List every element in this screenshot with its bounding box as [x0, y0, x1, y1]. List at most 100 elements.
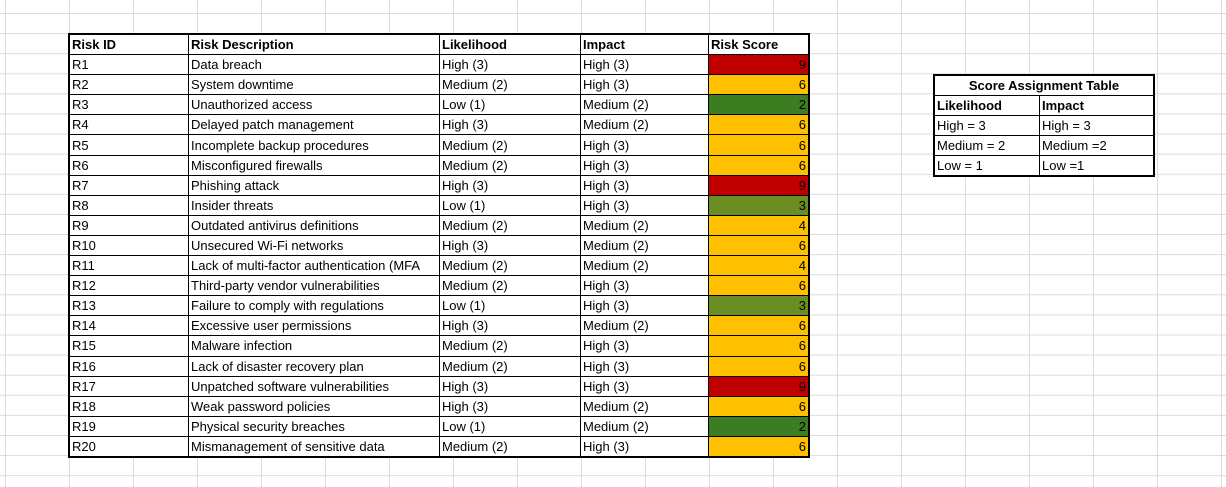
- risk-score-cell[interactable]: 9: [708, 54, 810, 76]
- score-header-impact[interactable]: Impact: [1039, 95, 1155, 117]
- likelihood-cell[interactable]: High (3): [439, 375, 581, 397]
- risk-id-cell[interactable]: R4: [68, 114, 189, 136]
- header-likelihood[interactable]: Likelihood: [439, 33, 581, 56]
- risk-id-cell[interactable]: R14: [68, 315, 189, 337]
- score-header-likelihood[interactable]: Likelihood: [933, 95, 1040, 117]
- impact-cell[interactable]: Medium (2): [580, 234, 709, 257]
- likelihood-cell[interactable]: Medium (2): [439, 335, 581, 357]
- risk-id-cell[interactable]: R8: [68, 194, 189, 216]
- risk-score-cell[interactable]: 4: [708, 255, 810, 277]
- impact-cell[interactable]: High (3): [580, 355, 709, 377]
- score-impact-cell[interactable]: Medium =2: [1039, 135, 1155, 157]
- risk-description-cell[interactable]: Unsecured Wi-Fi networks: [188, 234, 440, 257]
- risk-id-cell[interactable]: R19: [68, 415, 189, 437]
- risk-description-cell[interactable]: Delayed patch management: [188, 114, 440, 136]
- impact-cell[interactable]: Medium (2): [580, 415, 709, 437]
- likelihood-cell[interactable]: High (3): [439, 395, 581, 417]
- likelihood-cell[interactable]: Low (1): [439, 94, 581, 116]
- score-impact-cell[interactable]: Low =1: [1039, 155, 1155, 177]
- impact-cell[interactable]: High (3): [580, 194, 709, 216]
- risk-id-cell[interactable]: R11: [68, 255, 189, 277]
- header-risk-score[interactable]: Risk Score: [708, 33, 810, 56]
- risk-description-cell[interactable]: System downtime: [188, 74, 440, 96]
- risk-description-cell[interactable]: Phishing attack: [188, 174, 440, 196]
- impact-cell[interactable]: High (3): [580, 295, 709, 317]
- risk-score-cell[interactable]: 6: [708, 234, 810, 257]
- risk-description-cell[interactable]: Mismanagement of sensitive data: [188, 435, 440, 458]
- impact-cell[interactable]: High (3): [580, 275, 709, 297]
- likelihood-cell[interactable]: High (3): [439, 315, 581, 337]
- header-risk-id[interactable]: Risk ID: [68, 33, 189, 56]
- likelihood-cell[interactable]: Medium (2): [439, 74, 581, 96]
- risk-description-cell[interactable]: Lack of multi-factor authentication (MFA: [188, 255, 440, 277]
- risk-score-cell[interactable]: 9: [708, 375, 810, 397]
- impact-cell[interactable]: Medium (2): [580, 315, 709, 337]
- risk-score-cell[interactable]: 9: [708, 174, 810, 196]
- likelihood-cell[interactable]: Medium (2): [439, 255, 581, 277]
- risk-description-cell[interactable]: Failure to comply with regulations: [188, 295, 440, 317]
- risk-score-cell[interactable]: 6: [708, 315, 810, 337]
- risk-id-cell[interactable]: R7: [68, 174, 189, 196]
- impact-cell[interactable]: Medium (2): [580, 214, 709, 236]
- impact-cell[interactable]: Medium (2): [580, 114, 709, 136]
- risk-id-cell[interactable]: R18: [68, 395, 189, 417]
- risk-id-cell[interactable]: R12: [68, 275, 189, 297]
- impact-cell[interactable]: Medium (2): [580, 94, 709, 116]
- risk-score-cell[interactable]: 2: [708, 94, 810, 116]
- risk-description-cell[interactable]: Misconfigured firewalls: [188, 154, 440, 176]
- likelihood-cell[interactable]: High (3): [439, 174, 581, 196]
- impact-cell[interactable]: High (3): [580, 154, 709, 176]
- likelihood-cell[interactable]: Low (1): [439, 295, 581, 317]
- risk-score-cell[interactable]: 6: [708, 114, 810, 136]
- risk-description-cell[interactable]: Malware infection: [188, 335, 440, 357]
- score-table-title[interactable]: Score Assignment Table: [933, 74, 1155, 97]
- likelihood-cell[interactable]: Low (1): [439, 415, 581, 437]
- header-risk-description[interactable]: Risk Description: [188, 33, 440, 56]
- risk-description-cell[interactable]: Unauthorized access: [188, 94, 440, 116]
- risk-score-cell[interactable]: 6: [708, 154, 810, 176]
- risk-id-cell[interactable]: R17: [68, 375, 189, 397]
- risk-score-cell[interactable]: 6: [708, 134, 810, 156]
- risk-description-cell[interactable]: Data breach: [188, 54, 440, 76]
- likelihood-cell[interactable]: Medium (2): [439, 275, 581, 297]
- impact-cell[interactable]: High (3): [580, 335, 709, 357]
- risk-description-cell[interactable]: Physical security breaches: [188, 415, 440, 437]
- risk-id-cell[interactable]: R1: [68, 54, 189, 76]
- impact-cell[interactable]: High (3): [580, 134, 709, 156]
- risk-id-cell[interactable]: R10: [68, 234, 189, 257]
- likelihood-cell[interactable]: Medium (2): [439, 435, 581, 458]
- risk-score-cell[interactable]: 3: [708, 194, 810, 216]
- impact-cell[interactable]: High (3): [580, 74, 709, 96]
- risk-score-cell[interactable]: 6: [708, 395, 810, 417]
- risk-score-cell[interactable]: 6: [708, 335, 810, 357]
- score-likelihood-cell[interactable]: Medium = 2: [933, 135, 1040, 157]
- risk-score-cell[interactable]: 6: [708, 435, 810, 458]
- score-impact-cell[interactable]: High = 3: [1039, 115, 1155, 137]
- risk-description-cell[interactable]: Unpatched software vulnerabilities: [188, 375, 440, 397]
- risk-id-cell[interactable]: R6: [68, 154, 189, 176]
- impact-cell[interactable]: High (3): [580, 375, 709, 397]
- risk-score-cell[interactable]: 6: [708, 275, 810, 297]
- risk-description-cell[interactable]: Third-party vendor vulnerabilities: [188, 275, 440, 297]
- risk-score-cell[interactable]: 3: [708, 295, 810, 317]
- score-likelihood-cell[interactable]: High = 3: [933, 115, 1040, 137]
- likelihood-cell[interactable]: Medium (2): [439, 154, 581, 176]
- impact-cell[interactable]: Medium (2): [580, 395, 709, 417]
- risk-score-cell[interactable]: 2: [708, 415, 810, 437]
- risk-description-cell[interactable]: Lack of disaster recovery plan: [188, 355, 440, 377]
- impact-cell[interactable]: Medium (2): [580, 255, 709, 277]
- impact-cell[interactable]: High (3): [580, 435, 709, 458]
- risk-description-cell[interactable]: Insider threats: [188, 194, 440, 216]
- likelihood-cell[interactable]: Medium (2): [439, 214, 581, 236]
- risk-score-cell[interactable]: 6: [708, 74, 810, 96]
- likelihood-cell[interactable]: High (3): [439, 234, 581, 257]
- risk-id-cell[interactable]: R2: [68, 74, 189, 96]
- likelihood-cell[interactable]: Low (1): [439, 194, 581, 216]
- risk-id-cell[interactable]: R3: [68, 94, 189, 116]
- likelihood-cell[interactable]: High (3): [439, 114, 581, 136]
- risk-description-cell[interactable]: Incomplete backup procedures: [188, 134, 440, 156]
- risk-id-cell[interactable]: R20: [68, 435, 189, 458]
- risk-description-cell[interactable]: Outdated antivirus definitions: [188, 214, 440, 236]
- likelihood-cell[interactable]: Medium (2): [439, 355, 581, 377]
- score-likelihood-cell[interactable]: Low = 1: [933, 155, 1040, 177]
